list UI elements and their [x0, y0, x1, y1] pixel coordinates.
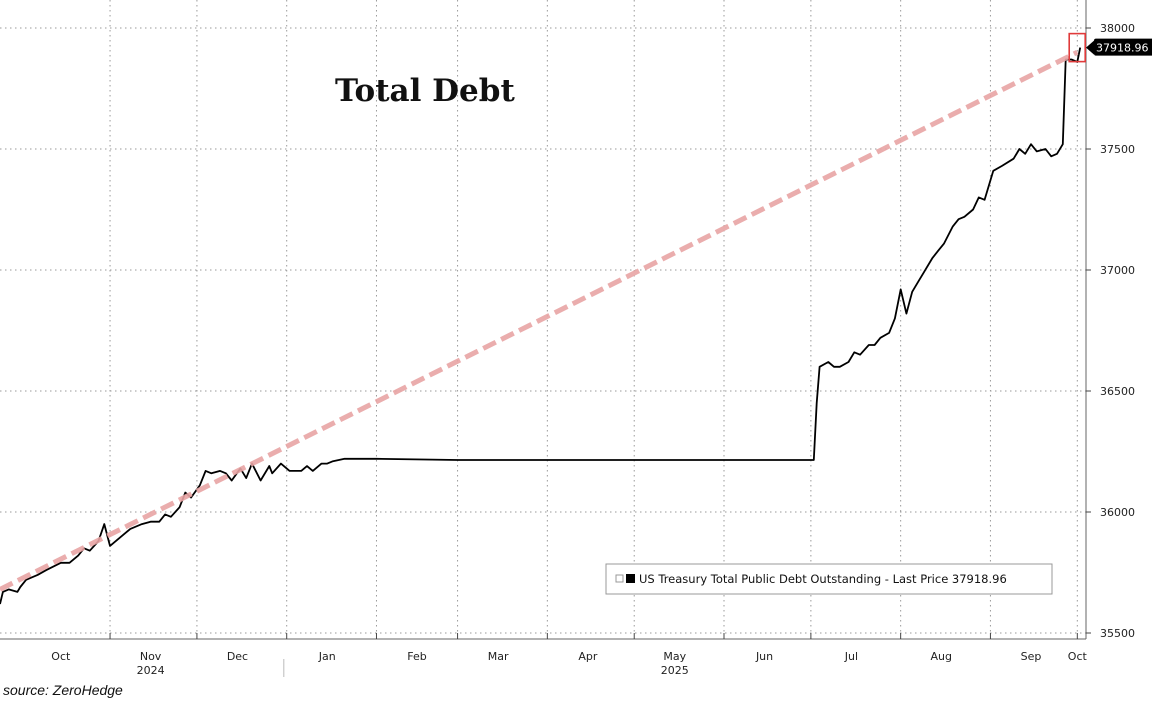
series-layer — [0, 32, 1087, 605]
y-tick-label: 35500 — [1100, 627, 1135, 640]
legend-swatch-outline — [615, 574, 624, 583]
x-tick-label: Oct — [1068, 650, 1088, 663]
x-tick-label: Sep — [1021, 650, 1042, 663]
axis-layer: 38000 37500 37000 36500 36000 35500 Oct Nov Dec J… — [51, 22, 1152, 677]
x-tick-label: Nov — [140, 650, 162, 663]
x-tick-label: Jun — [755, 650, 773, 663]
legend-entry-label: US Treasury Total Public Debt Outstandin… — [639, 572, 1007, 586]
x-tick-label: Aug — [930, 650, 951, 663]
last-price-label: 37918.96 — [1096, 42, 1149, 55]
y-tick-label: 37000 — [1100, 264, 1135, 277]
year-label: 2025 — [661, 664, 689, 677]
y-tick-label: 36000 — [1100, 506, 1135, 519]
chart-title: Total Debt — [335, 73, 515, 109]
y-tick-label: 37500 — [1100, 143, 1135, 156]
year-label: 2024 — [137, 664, 165, 677]
source-caption: source: ZeroHedge — [3, 682, 123, 698]
legend-box — [605, 563, 1053, 595]
x-tick-label: Feb — [407, 650, 426, 663]
x-tick-label: Jan — [318, 650, 336, 663]
x-tick-label: Jul — [844, 650, 858, 663]
last-price-tag-pointer — [1086, 40, 1094, 55]
x-tick-label: Dec — [227, 650, 248, 663]
grid-layer — [0, 0, 1086, 634]
x-tick-label: Mar — [488, 650, 509, 663]
trend-line-dashed — [0, 49, 1079, 592]
last-point-highlight — [1068, 32, 1087, 63]
y-tick-label: 38000 — [1100, 22, 1135, 35]
x-tick-label: Oct — [51, 650, 71, 663]
legend: US Treasury Total Public Debt Outstandin… — [605, 563, 1053, 595]
debt-series-line — [0, 47, 1082, 605]
x-tick-label: Apr — [578, 650, 598, 663]
last-price-tag — [1094, 38, 1152, 56]
legend-swatch — [626, 574, 635, 583]
y-tick-label: 36500 — [1100, 385, 1135, 398]
plot-frame — [0, 0, 1087, 640]
x-tick-label: May — [663, 650, 686, 663]
